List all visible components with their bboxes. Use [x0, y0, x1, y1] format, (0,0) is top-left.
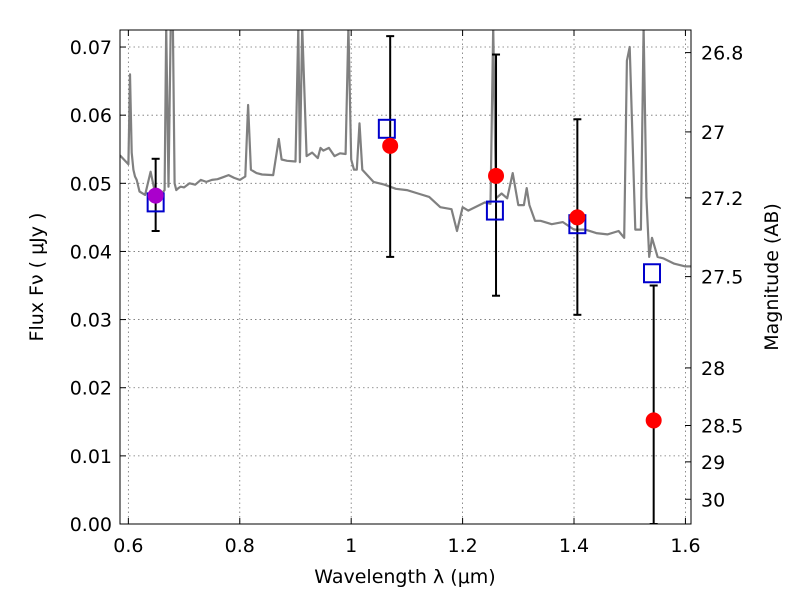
y-tick-label: 0.00: [70, 514, 112, 536]
observed-point: [569, 209, 586, 226]
tick-layer: 0.6 0.8 1 1.2 1.4 1.6 0.00 0.01 0.02 0.03 0.04 0.05…: [70, 30, 743, 557]
mag-tick-label: 28.5: [701, 416, 743, 438]
x-axis-label: Wavelength λ (μm): [314, 566, 495, 588]
y-axis-label-right: Magnitude (AB): [761, 203, 783, 351]
x-tick-label: 0.6: [113, 535, 143, 557]
mag-tick-label: 27: [701, 122, 725, 144]
mag-tick-label: 29: [701, 452, 725, 474]
y-tick-label: 0.04: [70, 241, 112, 263]
model-point: [643, 263, 662, 284]
series-layer: [120, 30, 691, 524]
mag-tick-label: 28: [701, 358, 725, 380]
x-tick-label: 1.6: [670, 535, 700, 557]
x-tick-label: 0.8: [225, 535, 255, 557]
y-tick-label: 0.02: [70, 378, 112, 400]
observed-point: [382, 137, 399, 154]
observed-point: [488, 167, 505, 184]
y-tick-label: 0.05: [70, 173, 112, 195]
spectrum-line: [120, 30, 691, 268]
y-tick-label: 0.03: [70, 310, 112, 332]
mag-tick-label: 27.2: [701, 188, 743, 210]
observed-point: [645, 412, 662, 429]
model-point: [377, 118, 396, 139]
mag-tick-label: 26.8: [701, 43, 743, 65]
y-tick-label: 0.07: [70, 37, 112, 59]
plot-frame: [119, 29, 692, 525]
observed-point: [147, 187, 164, 204]
x-tick-label: 1.4: [559, 535, 589, 557]
y-tick-label: 0.01: [70, 446, 112, 468]
x-tick-label: 1.2: [447, 535, 477, 557]
mag-tick-label: 27.5: [701, 267, 743, 289]
model-point: [485, 200, 504, 221]
x-tick-label: 1: [345, 535, 357, 557]
mag-tick-label: 30: [701, 489, 725, 511]
y-tick-label: 0.06: [70, 105, 112, 127]
y-axis-label: Flux Fν ( μJy ): [26, 213, 48, 342]
